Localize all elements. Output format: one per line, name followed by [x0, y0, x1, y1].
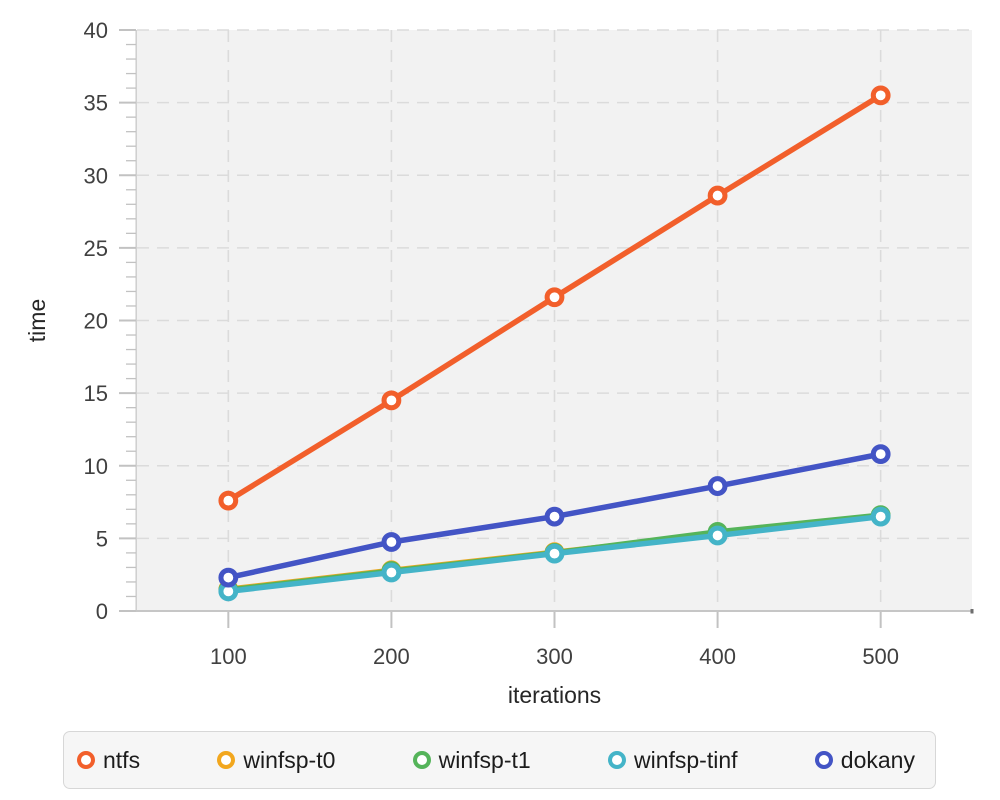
- x-tick-label: 200: [373, 644, 410, 669]
- marker-ntfs-500: [870, 85, 891, 106]
- y-tick-label: 10: [84, 454, 108, 479]
- line-chart: 0 5 10 15 20 25 30 35 40 100 200 300 400 500 time itera…: [24, 18, 974, 708]
- legend-label: winfsp-tinf: [633, 746, 738, 773]
- series-ntfs: [218, 85, 891, 511]
- series-dokany: [218, 444, 891, 588]
- y-tick-label: 35: [84, 91, 108, 116]
- legend-item-ntfs: ntfs: [77, 746, 141, 773]
- marker-winfsp-tinf-300: [544, 543, 565, 564]
- legend-ring-icon: [607, 751, 626, 769]
- marker-dokany-200: [381, 532, 402, 552]
- legend-ring-icon: [814, 751, 833, 769]
- legend-label: winfsp-t1: [438, 746, 531, 773]
- y-tick-label: 20: [84, 309, 108, 334]
- marker-ntfs-200: [381, 390, 402, 411]
- legend: ntfs winfsp-t0 winfsp-t1 winfsp-tinf dokany: [63, 731, 936, 789]
- legend-ring-icon: [412, 751, 431, 769]
- marker-dokany-400: [707, 476, 728, 496]
- x-tick-label: 100: [210, 644, 247, 669]
- legend-label: ntfs: [103, 746, 141, 773]
- x-tick-label: 400: [699, 644, 736, 669]
- marker-ntfs-100: [218, 490, 239, 511]
- y-axis-title: time: [24, 299, 50, 342]
- y-tick-label: 25: [84, 236, 108, 261]
- legend-ring-icon: [217, 751, 236, 769]
- x-tick-label: 500: [862, 644, 899, 669]
- marker-ntfs-300: [544, 287, 565, 308]
- y-tick-label: 0: [96, 599, 108, 624]
- marker-winfsp-tinf-400: [707, 525, 728, 546]
- legend-label: winfsp-t0: [243, 746, 336, 773]
- marker-dokany-100: [218, 567, 239, 588]
- y-tick-label: 5: [96, 526, 108, 551]
- y-tick-label: 40: [84, 18, 108, 43]
- x-axis-end-cap: [970, 609, 974, 614]
- marker-winfsp-tinf-500: [870, 506, 891, 527]
- marker-ntfs-400: [707, 185, 728, 206]
- marker-dokany-500: [870, 444, 891, 465]
- x-tick-label: 300: [536, 644, 573, 669]
- y-tick-label: 15: [84, 381, 108, 406]
- legend-ring-icon: [77, 751, 95, 769]
- y-ticks: [119, 29, 136, 612]
- marker-dokany-300: [544, 506, 565, 527]
- legend-item-winfsp-tinf: winfsp-tinf: [607, 746, 738, 773]
- legend-label: dokany: [840, 746, 915, 773]
- x-axis-title: iterations: [508, 682, 601, 708]
- legend-item-winfsp-t0: winfsp-t0: [217, 746, 336, 773]
- series-winfsp-tinf: [218, 506, 891, 602]
- legend-item-winfsp-t1: winfsp-t1: [412, 746, 531, 773]
- y-tick-label: 30: [84, 163, 108, 188]
- marker-winfsp-tinf-200: [381, 562, 402, 583]
- legend-item-dokany: dokany: [814, 746, 915, 773]
